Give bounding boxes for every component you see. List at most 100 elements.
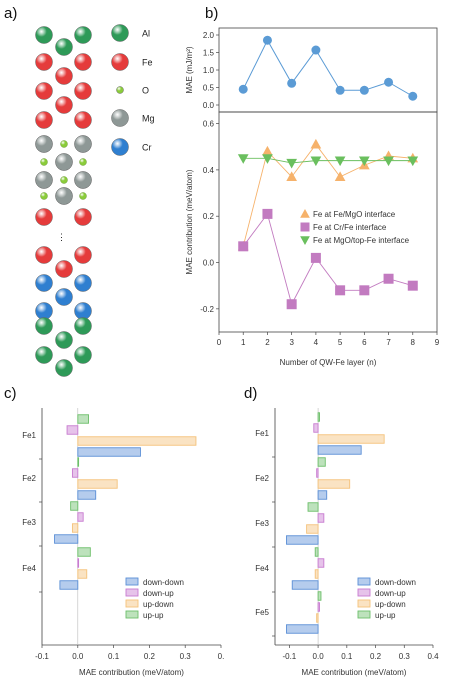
legend-label-cr: Cr <box>142 143 152 153</box>
series-point-2 <box>237 154 249 164</box>
series-point-2 <box>334 156 346 167</box>
x-tick-label: 0.3 <box>399 652 411 661</box>
bar-up-down <box>71 523 79 533</box>
y-tick-label: 0.0 <box>203 259 215 268</box>
category-label: Fe3 <box>255 519 269 528</box>
series-point-2 <box>310 156 322 167</box>
x-tick-label: 3 <box>289 338 294 347</box>
bar-down-down <box>291 580 319 590</box>
atom-o <box>79 158 87 166</box>
legend-label-2: up-down <box>375 600 406 609</box>
category-label: Fe5 <box>255 608 269 617</box>
category-label: Fe4 <box>255 564 269 573</box>
x-tick-label: 6 <box>362 338 367 347</box>
series-point-0 <box>334 171 346 181</box>
legend-label-1: down-up <box>143 589 174 598</box>
y-tick-label: 0.5 <box>203 84 215 93</box>
legend-swatch-0 <box>125 577 139 586</box>
bar-up-up <box>307 502 319 512</box>
bar-down-down <box>286 535 319 545</box>
bar-down-up <box>77 512 84 522</box>
legend-swatch-3 <box>125 610 139 619</box>
bar-up-up <box>314 547 319 557</box>
atom-o <box>60 176 68 184</box>
bar-up-down <box>316 613 319 623</box>
legend-label-3: up-up <box>143 611 164 620</box>
legend-atom-o <box>116 86 124 94</box>
bar-down-up <box>317 602 320 612</box>
bar-up-up <box>317 412 320 422</box>
atom-fe <box>74 82 92 100</box>
orbital-contribution-chart-c: -0.1 0.0 0.1 0.2 0.3 0. Fe1 Fe2 Fe3 Fe4 down-down d… <box>22 408 224 677</box>
x-tick-label: -0.1 <box>282 652 296 661</box>
panel-label-b: b) <box>205 5 218 22</box>
bar-up-down <box>77 479 118 489</box>
series-point-1 <box>335 285 346 296</box>
atom-cr <box>35 274 53 292</box>
mae-point <box>262 35 272 45</box>
x-axis-label: Number of QW-Fe layer (n) <box>280 358 377 367</box>
bar-up-up <box>317 457 326 467</box>
mae-top-chart: 0.0 0.5 1.0 1.5 2.0 MAE (mJ/m²) <box>185 27 438 113</box>
bar-down-down <box>77 447 141 457</box>
bar-down-up <box>71 468 79 478</box>
bar-down-up <box>77 558 80 568</box>
category-label: Fe4 <box>22 564 36 573</box>
legend-label-fe: Fe <box>142 58 153 68</box>
bar-up-down <box>317 434 385 444</box>
legend-atom-al <box>111 24 129 42</box>
y-tick-label: 1.0 <box>203 66 215 75</box>
atom-fe <box>55 260 73 278</box>
legend-label-2: Fe at MgO/top-Fe interface <box>313 236 410 245</box>
series-point-0 <box>262 145 273 156</box>
bar-up-up <box>77 457 80 467</box>
bar-down-up <box>316 468 319 478</box>
legend-label-0: Fe at Fe/MgO interface <box>313 210 396 219</box>
bar-down-down <box>77 490 97 500</box>
series-line-2 <box>243 157 413 164</box>
x-tick-label: 0. <box>218 652 225 661</box>
mae-point <box>287 78 297 88</box>
legend-swatch-3 <box>357 610 371 619</box>
y-axis-label: MAE (mJ/m²) <box>185 46 194 93</box>
atom-fe <box>35 111 53 129</box>
atom-cr <box>74 302 92 320</box>
bar-down-down <box>317 490 328 500</box>
bar-down-up <box>66 425 79 435</box>
x-tick-label: 0.4 <box>427 652 439 661</box>
atom-legend: Al Fe O Mg Cr <box>111 24 155 156</box>
atom-fe <box>35 82 53 100</box>
legend-marker-2 <box>300 236 310 246</box>
atom-al <box>35 346 53 364</box>
category-label: Fe3 <box>22 518 36 527</box>
x-tick-label: 4 <box>314 338 319 347</box>
legend-label-1: Fe at Cr/Fe interface <box>313 223 387 232</box>
atom-fe <box>74 208 92 226</box>
bar-up-down <box>314 569 319 579</box>
legend-label-0: down-down <box>375 578 416 587</box>
atom-o <box>40 158 48 166</box>
y-tick-label: -0.2 <box>200 305 214 314</box>
x-tick-label: 2 <box>265 338 270 347</box>
mae-point <box>384 77 394 87</box>
mae-point <box>238 84 248 94</box>
y-axis-label: MAE contribution (meV/atom) <box>185 169 194 274</box>
series-point-1 <box>238 241 249 252</box>
bar-up-down <box>306 524 319 534</box>
atom-al <box>74 26 92 44</box>
atom-al <box>55 331 73 349</box>
atom-o <box>40 192 48 200</box>
atom-fe <box>55 67 73 85</box>
legend-label-1: down-up <box>375 589 406 598</box>
atom-cr <box>35 302 53 320</box>
mae-line <box>242 39 414 97</box>
series-point-1 <box>310 252 321 263</box>
atom-al <box>35 317 53 335</box>
x-tick-label: 0.1 <box>108 652 120 661</box>
plot-frame <box>218 111 438 333</box>
bar-up-up <box>317 591 322 601</box>
atom-fe <box>74 246 92 264</box>
atom-mg <box>35 171 53 189</box>
panel-label-a: a) <box>4 5 17 22</box>
atom-mg <box>74 135 92 153</box>
